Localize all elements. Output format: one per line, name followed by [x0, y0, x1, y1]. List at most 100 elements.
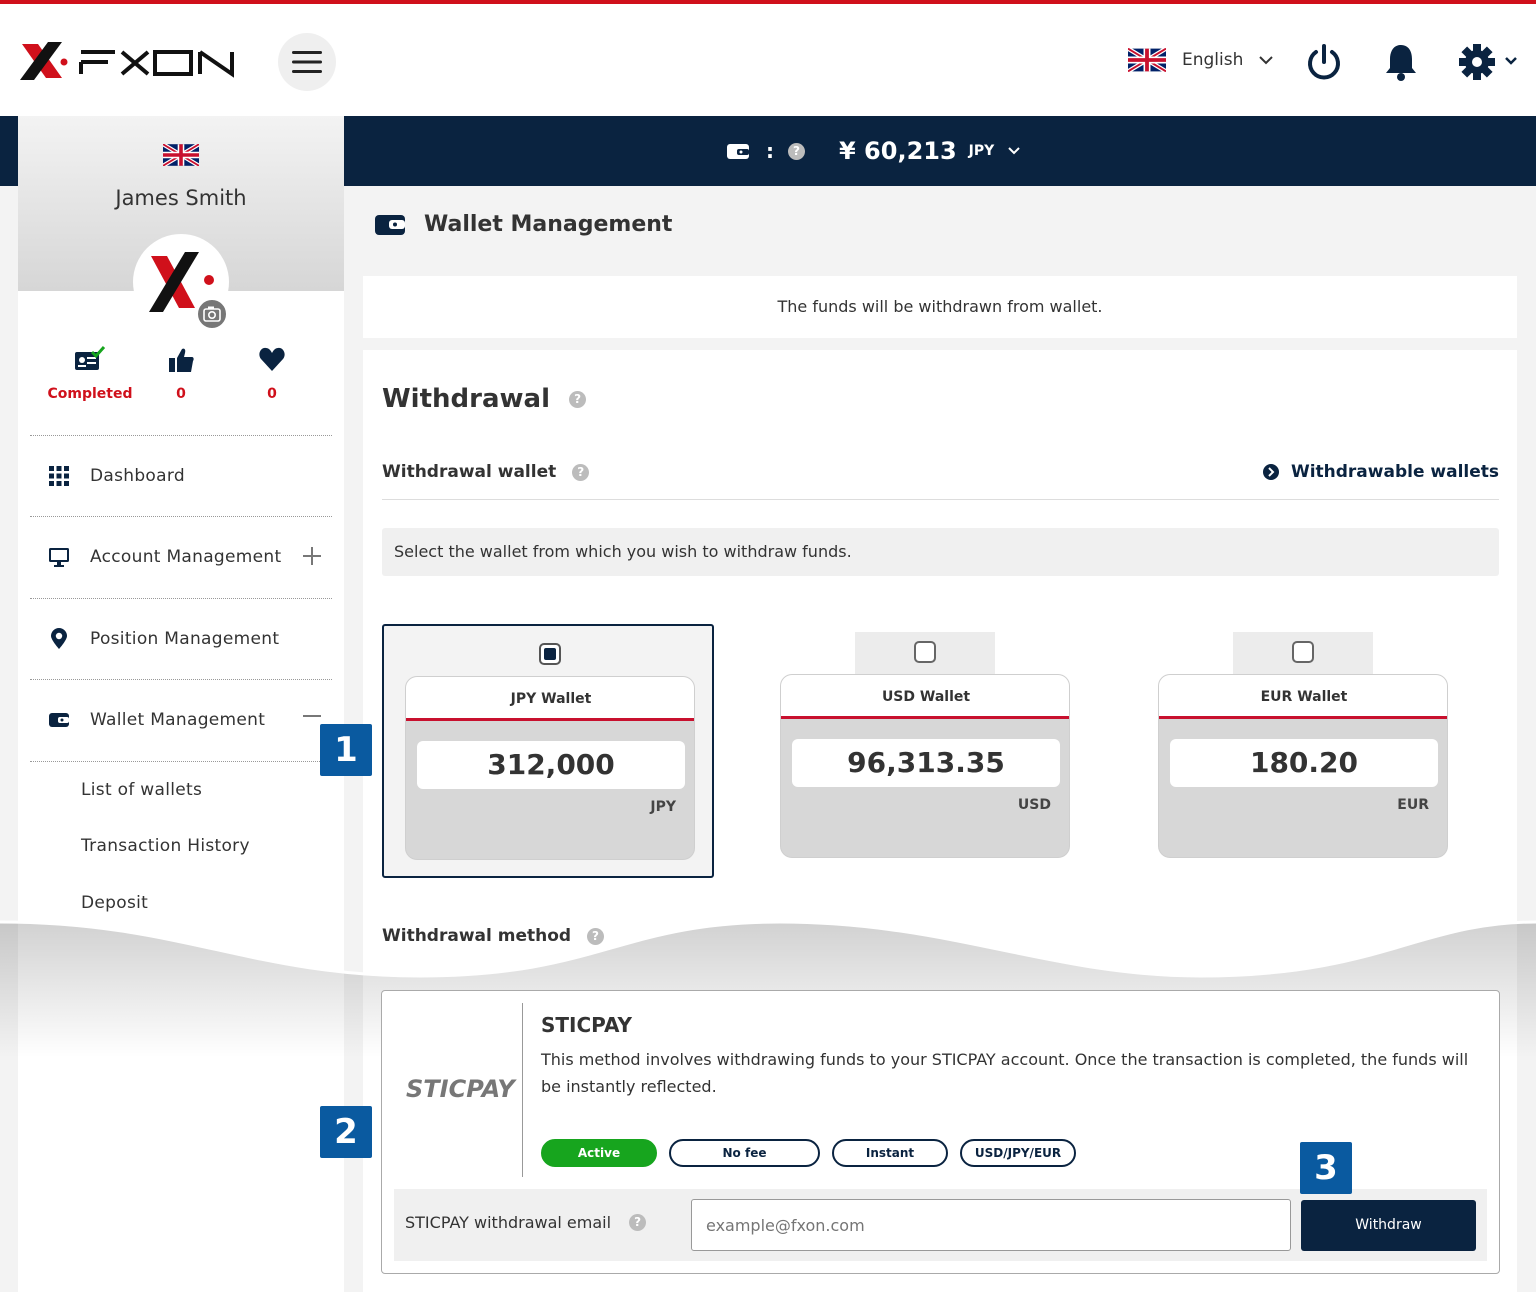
stat-label: Completed	[47, 386, 133, 402]
help-icon[interactable]: ?	[629, 1214, 647, 1231]
method-description: This method involves withdrawing funds t…	[541, 1050, 1469, 1096]
subnav-list-of-wallets[interactable]: List of wallets	[81, 780, 203, 800]
help-icon[interactable]: ?	[569, 391, 587, 408]
plus-icon[interactable]	[302, 546, 322, 566]
divider	[382, 499, 1499, 500]
stat-label: 0	[176, 386, 186, 402]
uk-flag-icon	[163, 144, 199, 166]
select-hint: Select the wallet from which you wish to…	[382, 528, 1499, 576]
grid-icon	[49, 466, 69, 486]
map-pin-icon	[51, 628, 67, 649]
subnav-deposit[interactable]: Deposit	[81, 893, 149, 913]
user-name: James Smith	[115, 186, 247, 210]
wallet-currency: JPY	[650, 799, 676, 815]
wallet-label: Withdrawal wallet	[382, 462, 557, 482]
bell-icon[interactable]	[1382, 42, 1420, 82]
language-selector[interactable]: English	[1128, 48, 1274, 72]
email-input[interactable]	[691, 1199, 1291, 1251]
balance-currency: JPY	[968, 143, 995, 159]
gear-icon[interactable]	[1458, 42, 1520, 82]
wallet-name: JPY Wallet	[406, 677, 694, 721]
camera-icon[interactable]	[196, 298, 228, 330]
stat-label: 0	[267, 386, 277, 402]
withdrawable-link-label: Withdrawable wallets	[1290, 462, 1499, 482]
wallet-balance: 312,000	[417, 741, 685, 789]
wallet-label-row: Withdrawal wallet ?	[382, 462, 590, 482]
chevron-down-icon	[1008, 147, 1020, 155]
wallet-balance: 96,313.35	[792, 739, 1060, 787]
chevron-circle-icon	[1262, 464, 1279, 480]
balance-amount: ¥ 60,213	[839, 137, 957, 165]
sidebar-item-position-management[interactable]: Position Management	[18, 599, 344, 679]
help-icon[interactable]: ?	[788, 142, 805, 160]
wallet-body: USD Wallet 96,313.35 USD	[780, 674, 1070, 858]
sidebar-item-label: Account Management	[90, 547, 282, 567]
stat-verification[interactable]: Completed	[35, 346, 145, 402]
wallet-body: JPY Wallet 312,000 JPY	[405, 676, 695, 860]
withdraw-button[interactable]: Withdraw	[1301, 1200, 1476, 1251]
tag-currencies: USD/JPY/EUR	[960, 1139, 1076, 1167]
checkbox[interactable]	[539, 643, 561, 665]
wallet-icon	[49, 713, 69, 727]
top-header: English	[0, 4, 1536, 116]
sidebar: James Smith Completed 0 0 Dashboard Acco…	[18, 116, 344, 1292]
notice-card: The funds will be withdrawn from wallet.	[363, 276, 1517, 338]
divider	[522, 1003, 523, 1177]
email-row: STICPAY withdrawal email ? Withdraw	[394, 1189, 1487, 1261]
sidebar-item-label: Wallet Management	[90, 710, 266, 730]
page-title: Wallet Management	[374, 212, 672, 237]
help-icon[interactable]: ?	[572, 463, 590, 481]
power-icon[interactable]	[1305, 42, 1343, 82]
hamburger-menu-button[interactable]	[278, 33, 336, 91]
annotation-badge-1: 1	[320, 724, 372, 776]
divider	[30, 516, 332, 517]
method-card-sticpay[interactable]: STICPAY STICPAY This method involves wit…	[381, 990, 1500, 1274]
sidebar-item-dashboard[interactable]: Dashboard	[18, 436, 344, 516]
divider	[30, 435, 332, 436]
menu-icon	[292, 51, 322, 73]
wallet-balance: 180.20	[1170, 739, 1438, 787]
page-title-text: Wallet Management	[424, 212, 673, 237]
balance-separator: :	[766, 139, 774, 163]
tag-instant: Instant	[832, 1139, 948, 1167]
help-icon[interactable]: ?	[587, 927, 604, 945]
annotation-badge-3: 3	[1300, 1142, 1352, 1194]
subnav-transaction-history[interactable]: Transaction History	[81, 836, 250, 856]
method-label: Withdrawal method	[382, 926, 572, 946]
tag-active: Active	[541, 1139, 657, 1167]
language-label: English	[1182, 50, 1244, 70]
wallet-body: EUR Wallet 180.20 EUR	[1158, 674, 1448, 858]
fxon-logo[interactable]	[18, 38, 238, 84]
checkbox[interactable]	[914, 641, 936, 663]
sidebar-item-wallet-management[interactable]: Wallet Management	[18, 680, 344, 760]
annotation-badge-2: 2	[320, 1106, 372, 1158]
chevron-down-icon	[1259, 56, 1274, 65]
heart-icon	[259, 347, 285, 371]
stat-favorites[interactable]: 0	[217, 346, 327, 402]
tag-no-fee: No fee	[669, 1139, 820, 1167]
balance-display[interactable]: : ? ¥ 60,213 JPY	[726, 116, 1020, 186]
minus-icon[interactable]	[302, 706, 322, 726]
divider	[30, 598, 332, 599]
sticpay-logo: STICPAY	[406, 1075, 515, 1103]
wallet-card-usd[interactable]: USD Wallet 96,313.35 USD	[759, 624, 1091, 878]
divider	[30, 679, 332, 680]
withdrawal-title: Withdrawal	[382, 384, 550, 414]
divider	[30, 761, 332, 762]
stat-likes[interactable]: 0	[126, 346, 236, 402]
wallet-name: EUR Wallet	[1159, 675, 1447, 719]
email-label-row: STICPAY withdrawal email ?	[405, 1213, 647, 1232]
method-label-row: Withdrawal method ?	[382, 926, 604, 946]
wallet-card-jpy[interactable]: JPY Wallet 312,000 JPY	[382, 624, 714, 878]
wallet-card-eur[interactable]: EUR Wallet 180.20 EUR	[1137, 624, 1469, 878]
email-label: STICPAY withdrawal email	[405, 1213, 612, 1232]
id-card-check-icon	[75, 346, 106, 370]
notice-text: The funds will be withdrawn from wallet.	[777, 297, 1103, 316]
wallet-icon	[727, 144, 749, 159]
checkbox[interactable]	[1292, 641, 1314, 663]
withdrawable-wallets-link[interactable]: Withdrawable wallets	[1262, 462, 1499, 482]
sidebar-item-account-management[interactable]: Account Management	[18, 517, 344, 597]
wallet-name: USD Wallet	[781, 675, 1069, 719]
method-title: STICPAY	[541, 1013, 633, 1037]
section-heading: Withdrawal ?	[382, 384, 587, 414]
